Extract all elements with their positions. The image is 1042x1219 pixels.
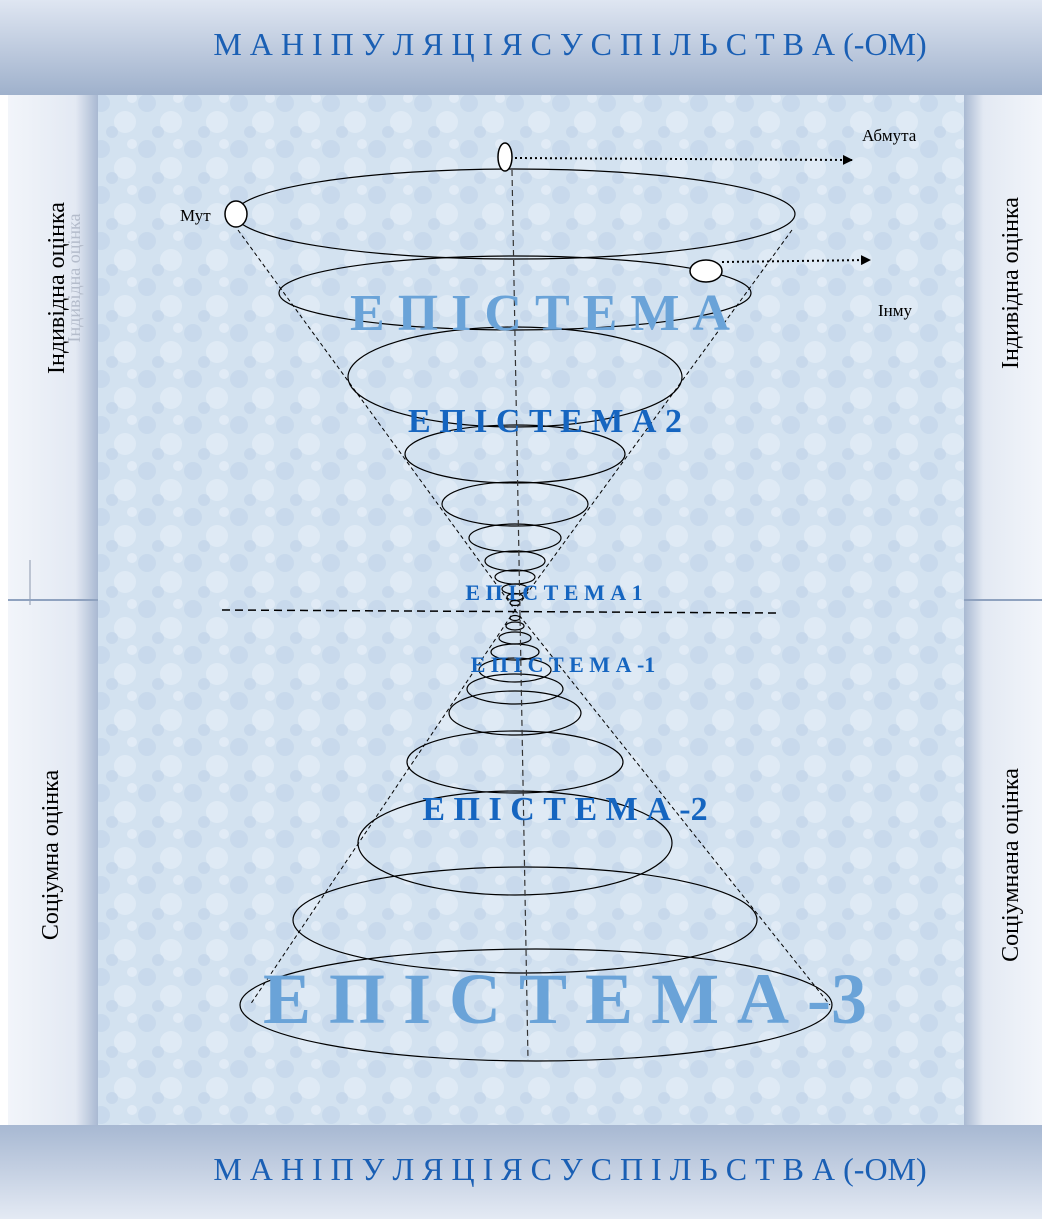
right-upper-panel [964,95,1042,600]
episteme-label: Е П І С Т Е М А [350,285,730,342]
lower-ellipse-8 [406,730,624,794]
abmuta-point [497,142,513,172]
left-lower-panel [8,600,98,1125]
top-title: М А Н І П У Л Я Ц І Я С У С П І Л Ь С Т … [213,26,926,62]
left-upper-ghost-label: Індивідна оцінка [64,214,84,343]
left-lower-label: Соціумна оцінка [38,770,64,941]
lower-ellipse-2 [505,621,525,631]
lower-ellipse-5 [478,657,552,683]
right-upper-label: Індивідна оцінка [998,197,1024,369]
lower-ellipse-11 [239,948,833,1062]
episteme-minus3-label: Е П І С Т Е М А -3 [263,959,867,1039]
lower-cone [239,614,833,1062]
lower-ellipse-9 [357,790,673,896]
lower-ellipse-10 [292,866,758,974]
bottom-title: М А Н І П У Л Я Ц І Я С У С П І Л Ь С Т … [213,1151,926,1187]
central-axis [511,169,529,1061]
lower-ellipse-4 [490,643,540,661]
mut-point [224,200,248,228]
lower-ellipse-7 [448,690,582,736]
episteme1-label: Е П І С Т Е М А 1 [465,580,642,605]
top-banner [0,0,1042,95]
right-lower-panel [964,600,1042,1125]
zero-level-line [221,609,779,614]
left-upper-panel [8,95,98,600]
cone-outline [237,229,831,1006]
bottom-banner [0,1125,1042,1219]
episteme2-label: Е П І С Т Е М А 2 [408,403,682,440]
upper-ellipse-5 [441,481,589,527]
mut-label: Мут [180,206,211,225]
upper-ellipse-6 [468,523,562,553]
episteme-minus2-label: Е П І С Т Е М А -2 [422,791,707,828]
right-lower-label: Соціумнана оцінка [998,768,1024,962]
left-upper-label: Індивідна оцінка [44,202,70,374]
inmu-point [689,259,723,283]
upper-ellipse-3 [347,326,683,428]
episteme-minus1-label: Е П І С Т Е М А -1 [471,652,656,677]
abmuta-arrow [514,154,853,165]
abmuta-label: Абмута [862,126,917,145]
inmu-label: Інму [878,301,913,320]
upper-ellipse-7 [484,550,546,572]
lower-ellipse-6 [466,673,564,705]
upper-ellipse-4 [404,424,626,484]
